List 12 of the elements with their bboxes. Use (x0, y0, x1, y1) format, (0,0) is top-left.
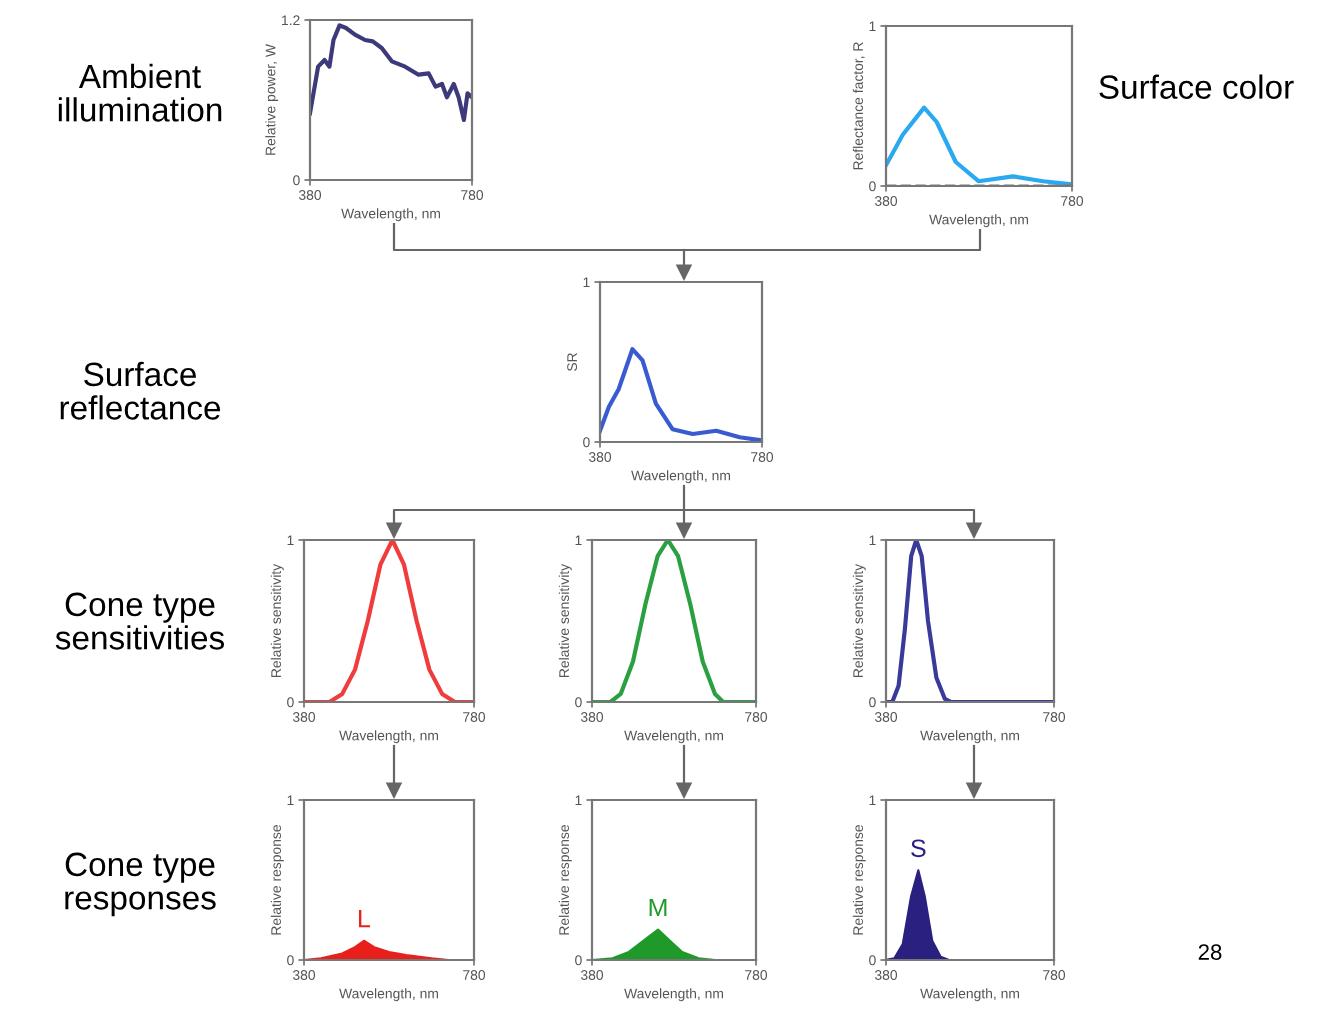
text: Ambient illumination (58, 63, 222, 122)
text: Surface reflectance (60, 361, 221, 420)
line-series (310, 23, 472, 123)
text: 28 (1198, 944, 1222, 960)
text: Surface color (1099, 74, 1294, 99)
line-series (592, 540, 756, 702)
line-series (886, 540, 1054, 702)
annotation: S (911, 839, 926, 858)
annotation: L (359, 910, 371, 928)
text: Cone type responses (65, 852, 216, 917)
annotation: M (649, 898, 667, 917)
text: Cone type sensitivities (55, 592, 225, 650)
